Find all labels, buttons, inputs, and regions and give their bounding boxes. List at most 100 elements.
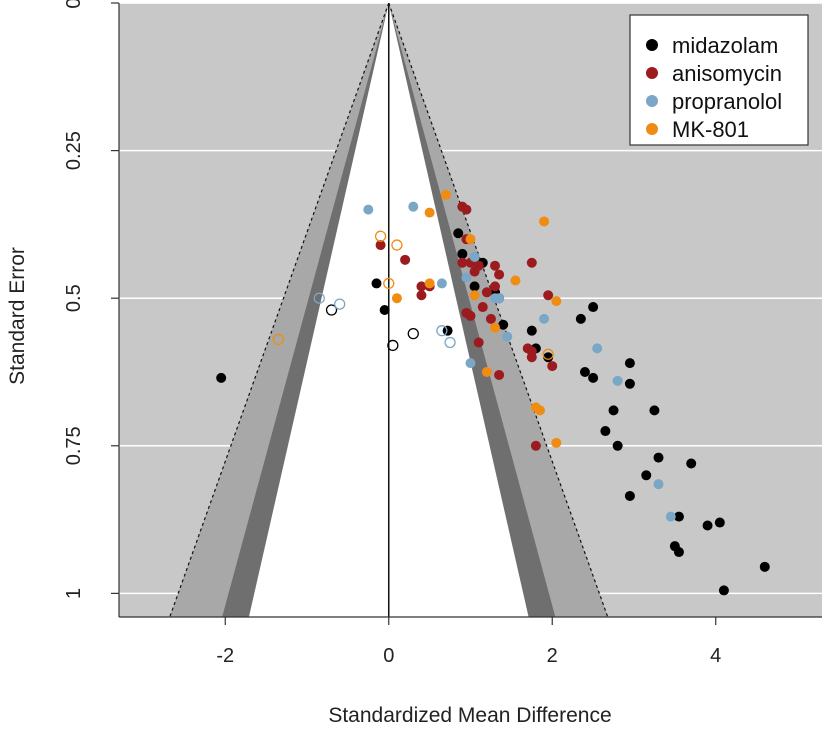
propranolol-open-point-1 (334, 298, 346, 310)
midazolam-point-5 (457, 248, 468, 259)
mk-801-point-7 (510, 275, 521, 286)
midazolam-point-7 (469, 281, 480, 292)
y-tick-label-1: 0.25 (63, 131, 85, 170)
propranolol-point-8 (539, 313, 550, 324)
anisomycin-point-3 (375, 240, 386, 251)
y-axis-title: Standard Error (6, 247, 29, 385)
data-points (216, 189, 770, 596)
midazolam-point-3 (442, 325, 453, 336)
midazolam-point-18 (624, 358, 635, 369)
funnel-boundary-left (169, 3, 390, 617)
anisomycin-point-7 (416, 290, 427, 301)
mk-801-open-point-3 (383, 277, 395, 290)
mk-801-point-13 (481, 366, 492, 377)
mk-801-point-6 (490, 322, 501, 333)
legend: midazolam anisomycin propranolol MK-801 (629, 14, 809, 146)
midazolam-open-point-1 (407, 327, 419, 340)
mk-801-point-4 (391, 293, 402, 304)
x-tick-label-3: 4 (710, 645, 721, 667)
propranolol-point-10 (612, 375, 623, 386)
midazolam-point-33 (759, 561, 770, 572)
midazolam-open-point-2 (387, 339, 399, 352)
propranolol-point-4 (469, 251, 480, 262)
legend-marker-anisomycin (646, 67, 658, 79)
propranolol-point-7 (490, 293, 501, 304)
legend-box (629, 14, 809, 146)
midazolam-open-point-0 (325, 304, 338, 316)
mk-801-point-12 (551, 437, 562, 448)
midazolam-point-15 (588, 302, 599, 313)
midazolam-point-0 (216, 372, 227, 383)
x-tick-label-0: -2 (216, 645, 234, 667)
propranolol-point-11 (653, 479, 664, 490)
propranolol-point-0 (363, 204, 374, 215)
anisomycin-point-14 (490, 281, 501, 292)
midazolam-point-19 (624, 378, 635, 389)
anisomycin-point-16 (477, 302, 488, 313)
midazolam-point-34 (718, 585, 729, 596)
midazolam-point-24 (649, 405, 660, 416)
midazolam-point-20 (608, 405, 619, 416)
anisomycin-point-18 (465, 310, 476, 321)
anisomycin-point-6 (416, 281, 427, 292)
y-tick-label-4: 1 (63, 588, 85, 599)
midazolam-point-14 (575, 313, 586, 324)
propranolol-point-12 (665, 511, 676, 522)
funnel-boundary-right (388, 3, 609, 617)
midazolam-point-28 (673, 511, 684, 522)
legend-label-propranolol: propranolol (672, 89, 782, 114)
legend-label-mk-801: MK-801 (672, 117, 749, 142)
mk-801-point-8 (539, 216, 550, 227)
mk-801-open-point-0 (272, 333, 285, 346)
mk-801-point-5 (469, 290, 480, 301)
legend-label-midazolam: midazolam (672, 33, 778, 58)
anisomycin-point-28 (522, 343, 533, 354)
midazolam-point-30 (673, 547, 684, 558)
anisomycin-point-11 (473, 260, 484, 271)
midazolam-point-13 (543, 352, 554, 363)
x-axis-title: Standardized Mean Difference (328, 704, 611, 727)
midazolam-point-11 (526, 325, 537, 336)
midazolam-point-2 (379, 305, 390, 315)
anisomycin-point-27 (530, 440, 541, 451)
midazolam-point-1 (371, 278, 382, 289)
midazolam-point-31 (702, 520, 713, 531)
mk-801-point-11 (534, 405, 545, 416)
propranolol-point-13 (465, 358, 476, 369)
midazolam-point-9 (498, 319, 509, 330)
anisomycin-point-22 (543, 290, 554, 301)
anisomycin-point-4 (400, 254, 411, 265)
anisomycin-point-12 (490, 260, 501, 271)
legend-marker-midazolam (646, 39, 658, 51)
midazolam-point-25 (653, 452, 664, 463)
y-tick-label-2: 0.5 (63, 284, 85, 312)
midazolam-point-17 (588, 372, 599, 383)
midazolam-point-16 (579, 366, 590, 377)
mk-801-point-3 (424, 278, 435, 289)
x-tick-label-2: 2 (547, 645, 558, 667)
anisomycin-point-20 (473, 337, 484, 348)
anisomycin-point-15 (481, 287, 492, 298)
propranolol-open-point-0 (313, 292, 325, 304)
propranolol-point-1 (408, 201, 419, 212)
legend-marker-propranolol (646, 95, 658, 107)
midazolam-point-32 (714, 517, 725, 528)
midazolam-point-4 (453, 228, 464, 239)
propranolol-point-3 (461, 272, 472, 283)
x-tick-label-1: 0 (383, 645, 394, 667)
mk-801-point-2 (465, 234, 476, 245)
legend-marker-mk-801 (646, 123, 658, 135)
midazolam-point-21 (600, 426, 611, 437)
propranolol-point-2 (436, 278, 447, 289)
mk-801-open-point-1 (374, 230, 387, 242)
anisomycin-point-25 (526, 352, 537, 363)
anisomycin-point-8 (457, 257, 468, 268)
propranolol-open-point-3 (444, 336, 456, 349)
propranolol-point-6 (502, 331, 513, 342)
anisomycin-point-1 (461, 204, 472, 215)
mk-801-point-1 (424, 207, 435, 218)
mk-801-open-point-2 (391, 239, 403, 251)
y-tick-label-0: 0 (63, 0, 85, 9)
midazolam-point-26 (624, 490, 635, 501)
